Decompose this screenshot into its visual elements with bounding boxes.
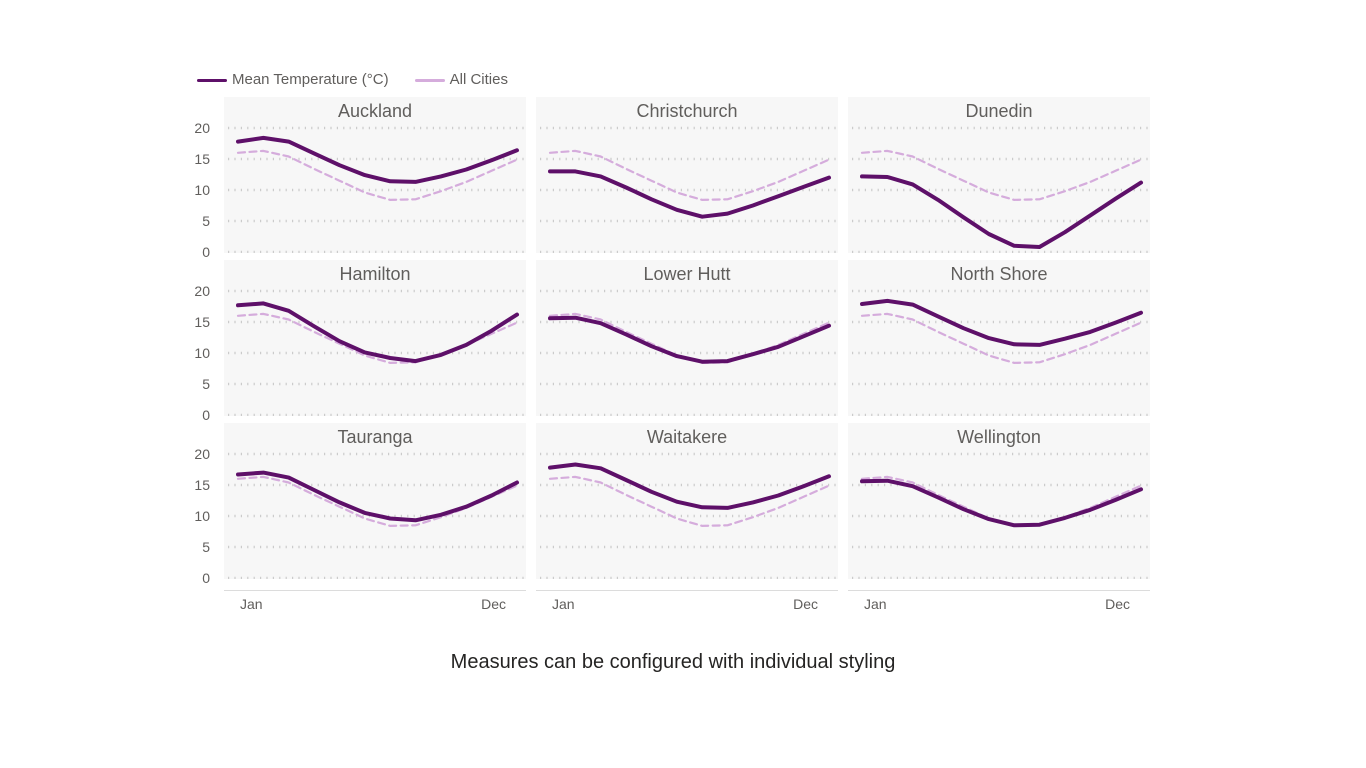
panel-title-dunedin: Dunedin [965, 101, 1033, 121]
legend-item-mean-temperature[interactable]: Mean Temperature (°C) [197, 69, 389, 91]
plot-area-tauranga [228, 452, 524, 579]
plot-area-waitakere [540, 452, 836, 579]
y-axis-tick: 15 [194, 314, 210, 330]
x-axis-column-1: Jan Dec [224, 590, 526, 613]
panel-title-auckland: Auckland [337, 101, 413, 121]
all-cities-line[interactable] [860, 312, 1143, 365]
all-cities-line[interactable] [548, 149, 831, 202]
y-axis-tick: 5 [202, 376, 210, 392]
panel-title-hamilton: Hamilton [339, 264, 411, 284]
all-cities-line[interactable] [860, 149, 1143, 202]
all-cities-line[interactable] [236, 149, 519, 202]
panel-title-north-shore: North Shore [950, 264, 1048, 284]
plot-area-dunedin [852, 126, 1148, 253]
plot-area-lower-hutt [540, 289, 836, 416]
y-axis-tick: 20 [194, 283, 210, 299]
x-axis-label-end: Dec [793, 596, 818, 612]
panel-title-christchurch: Christchurch [636, 101, 738, 121]
y-axis-tick: 0 [202, 244, 210, 260]
legend-line-swatch-mean-temperature [197, 78, 227, 82]
legend: Mean Temperature (°C) All Cities [197, 69, 508, 91]
x-axis-row: Jan Dec Jan Dec Jan Dec [186, 585, 1150, 613]
plot-area-christchurch [540, 126, 836, 253]
panel-waitakere[interactable]: Waitakere [536, 423, 838, 579]
plot-area-hamilton [228, 289, 524, 416]
y-axis-tick: 5 [202, 539, 210, 555]
y-axis-tick: 0 [202, 407, 210, 423]
small-multiples-grid: 20 15 10 5 0 Auckland Christchurch Dunedin 20 15 1… [186, 97, 1150, 613]
chart-caption: Measures can be configured with individu… [450, 651, 896, 673]
y-axis-tick: 10 [194, 345, 210, 361]
panel-christchurch[interactable]: Christchurch [536, 97, 838, 253]
all-cities-line[interactable] [548, 475, 831, 528]
y-axis-tick-labels: 20 15 10 5 0 [186, 97, 214, 260]
mean-temperature-line-dunedin[interactable] [860, 174, 1143, 249]
mean-temperature-line-hamilton[interactable] [236, 301, 519, 364]
mean-temperature-line-christchurch[interactable] [548, 169, 831, 219]
mean-temperature-line-tauranga[interactable] [236, 470, 519, 523]
legend-item-all-cities[interactable]: All Cities [414, 69, 508, 91]
small-multiples-row: 20 15 10 5 0 Tauranga Waitakere Wellington [186, 423, 1150, 586]
x-axis-label-start: Jan [864, 596, 887, 612]
small-multiples-row: 20 15 10 5 0 Hamilton Lower Hutt North Shore [186, 260, 1150, 423]
panel-tauranga[interactable]: Tauranga [224, 423, 526, 579]
panel-lower-hutt[interactable]: Lower Hutt [536, 260, 838, 416]
small-multiples-row: 20 15 10 5 0 Auckland Christchurch Dunedin [186, 97, 1150, 260]
y-axis-tick-labels: 20 15 10 5 0 [186, 260, 214, 423]
y-axis-tick: 10 [194, 508, 210, 524]
x-axis-column-3: Jan Dec [848, 590, 1150, 613]
mean-temperature-line-wellington[interactable] [860, 478, 1143, 528]
x-axis-column-2: Jan Dec [536, 590, 838, 613]
x-axis-label-start: Jan [552, 596, 575, 612]
x-axis-label-end: Dec [481, 596, 506, 612]
plot-area-north-shore [852, 289, 1148, 416]
mean-temperature-line-waitakere[interactable] [548, 462, 831, 510]
y-axis-tick: 0 [202, 570, 210, 586]
mean-temperature-line-north-shore[interactable] [860, 298, 1143, 347]
panel-auckland[interactable]: Auckland [224, 97, 526, 253]
x-axis-spacer [186, 585, 214, 613]
plot-area-wellington [852, 452, 1148, 579]
y-axis-tick: 15 [194, 477, 210, 493]
panel-wellington[interactable]: Wellington [848, 423, 1150, 579]
legend-label-mean-temperature: Mean Temperature (°C) [232, 71, 389, 88]
panel-hamilton[interactable]: Hamilton [224, 260, 526, 416]
y-axis-tick: 15 [194, 151, 210, 167]
x-axis-label-start: Jan [240, 596, 263, 612]
panel-title-wellington: Wellington [957, 427, 1041, 447]
y-axis-tick-labels: 20 15 10 5 0 [186, 423, 214, 586]
y-axis-tick: 10 [194, 182, 210, 198]
mean-temperature-line-auckland[interactable] [236, 135, 519, 184]
x-axis-label-end: Dec [1105, 596, 1130, 612]
panel-dunedin[interactable]: Dunedin [848, 97, 1150, 253]
plot-area-auckland [228, 126, 524, 253]
mean-temperature-line-lower-hutt[interactable] [548, 315, 831, 364]
y-axis-tick: 20 [194, 446, 210, 462]
panel-title-lower-hutt: Lower Hutt [643, 264, 731, 284]
panel-title-waitakere: Waitakere [646, 427, 728, 447]
y-axis-tick: 5 [202, 213, 210, 229]
panel-title-tauranga: Tauranga [337, 427, 413, 447]
legend-line-swatch-all-cities [414, 78, 445, 82]
y-axis-tick: 20 [194, 120, 210, 136]
panel-north-shore[interactable]: North Shore [848, 260, 1150, 416]
legend-label-all-cities: All Cities [449, 71, 508, 88]
